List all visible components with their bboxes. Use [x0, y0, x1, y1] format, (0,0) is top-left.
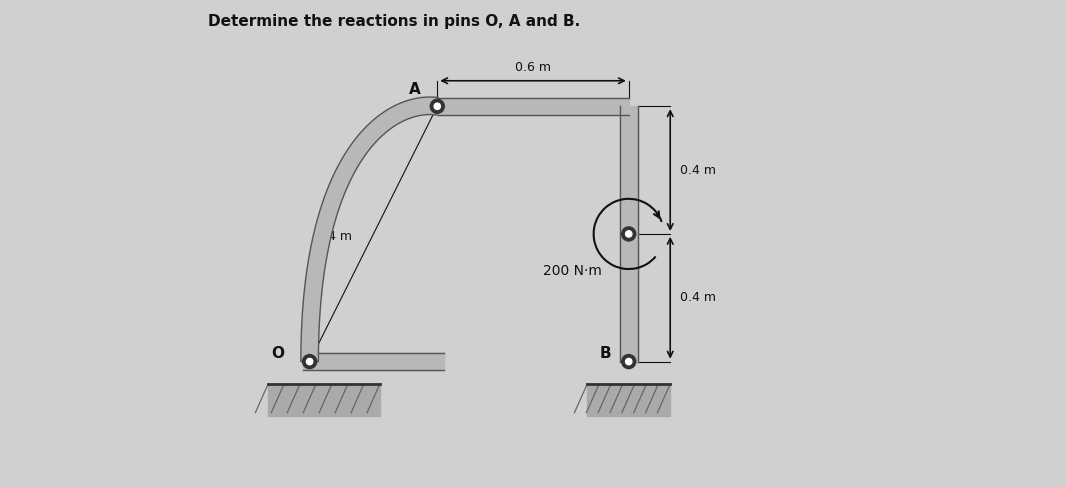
Text: O: O [271, 346, 285, 361]
Polygon shape [437, 97, 629, 115]
Text: 0.6 m: 0.6 m [515, 61, 551, 74]
Circle shape [626, 231, 632, 237]
Circle shape [306, 358, 312, 365]
Text: 200 N·m: 200 N·m [543, 264, 601, 279]
Text: A: A [408, 81, 420, 96]
Circle shape [626, 358, 632, 365]
Text: 0.4 m: 0.4 m [316, 230, 352, 244]
Text: 0.4 m: 0.4 m [680, 164, 715, 177]
Circle shape [431, 99, 445, 113]
Polygon shape [301, 97, 438, 361]
Text: 0.4 m: 0.4 m [680, 291, 715, 304]
Text: Determine the reactions in pins O, A and B.: Determine the reactions in pins O, A and… [208, 14, 580, 29]
Circle shape [434, 103, 440, 110]
Circle shape [303, 355, 317, 369]
Text: B: B [600, 346, 612, 361]
Polygon shape [269, 384, 379, 416]
Polygon shape [587, 384, 671, 416]
Polygon shape [620, 106, 637, 361]
Polygon shape [303, 353, 443, 370]
Circle shape [621, 227, 635, 241]
Circle shape [621, 355, 635, 369]
